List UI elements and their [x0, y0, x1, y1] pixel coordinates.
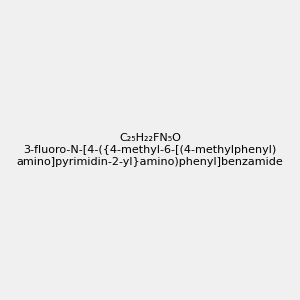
Text: C₂₅H₂₂FN₅O
3-fluoro-N-[4-({4-methyl-6-[(4-methylphenyl)
amino]pyrimidin-2-yl}ami: C₂₅H₂₂FN₅O 3-fluoro-N-[4-({4-methyl-6-[(…: [16, 134, 283, 166]
